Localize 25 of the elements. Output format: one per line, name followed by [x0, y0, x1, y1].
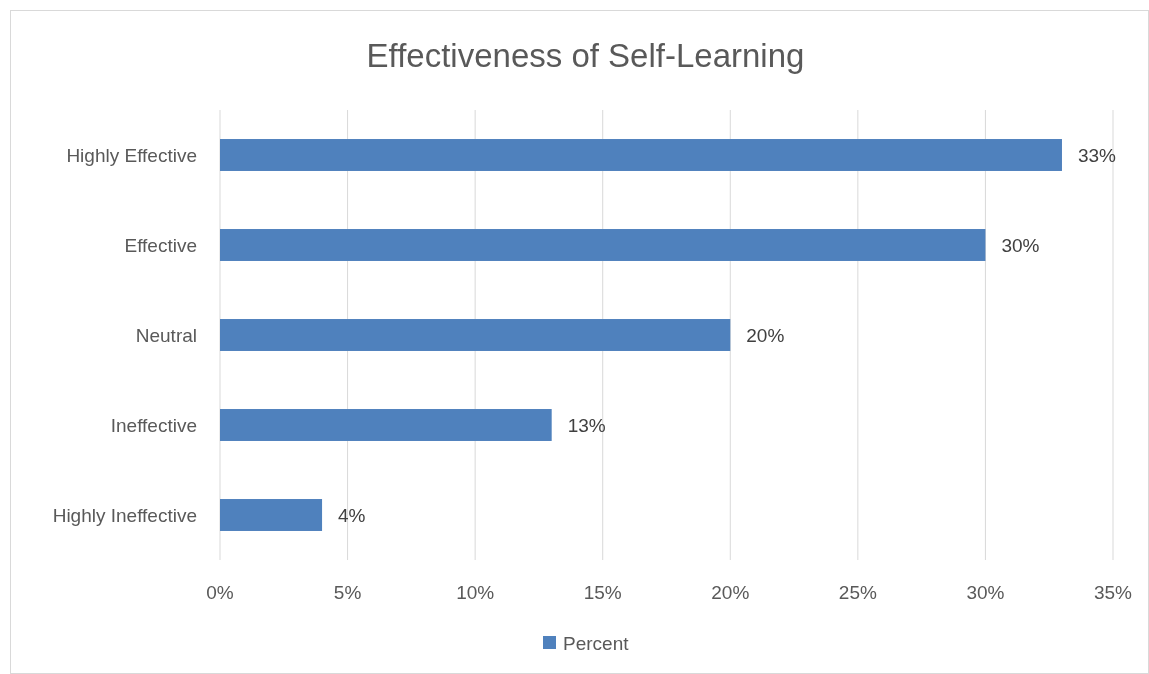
- x-tick-label: 5%: [333, 582, 362, 603]
- x-tick-label: 30%: [966, 582, 1005, 603]
- data-label: 33%: [1077, 145, 1117, 166]
- y-tick-label: Highly Ineffective: [52, 505, 197, 526]
- chart-title: Effectiveness of Self-Learning: [366, 37, 805, 74]
- y-tick-label: Highly Effective: [66, 145, 197, 166]
- data-label: 20%: [746, 325, 785, 346]
- x-tick-label: 25%: [838, 582, 877, 603]
- y-tick-label: Neutral: [135, 325, 197, 346]
- y-tick-label: Effective: [124, 235, 197, 256]
- data-label: 30%: [1001, 235, 1040, 256]
- x-tick-label: 15%: [583, 582, 622, 603]
- x-tick-label: 20%: [711, 582, 750, 603]
- bar: [220, 229, 986, 261]
- bar: [220, 409, 552, 441]
- legend-label: Percent: [563, 633, 630, 654]
- data-label: 4%: [338, 505, 366, 526]
- bar: [220, 319, 731, 351]
- x-tick-label: 0%: [206, 582, 234, 603]
- data-label: 13%: [567, 415, 606, 436]
- x-tick-label: 10%: [456, 582, 495, 603]
- bar: [220, 139, 1062, 171]
- x-tick-label: 35%: [1093, 582, 1133, 603]
- y-tick-label: Ineffective: [110, 415, 197, 436]
- bar: [220, 499, 323, 531]
